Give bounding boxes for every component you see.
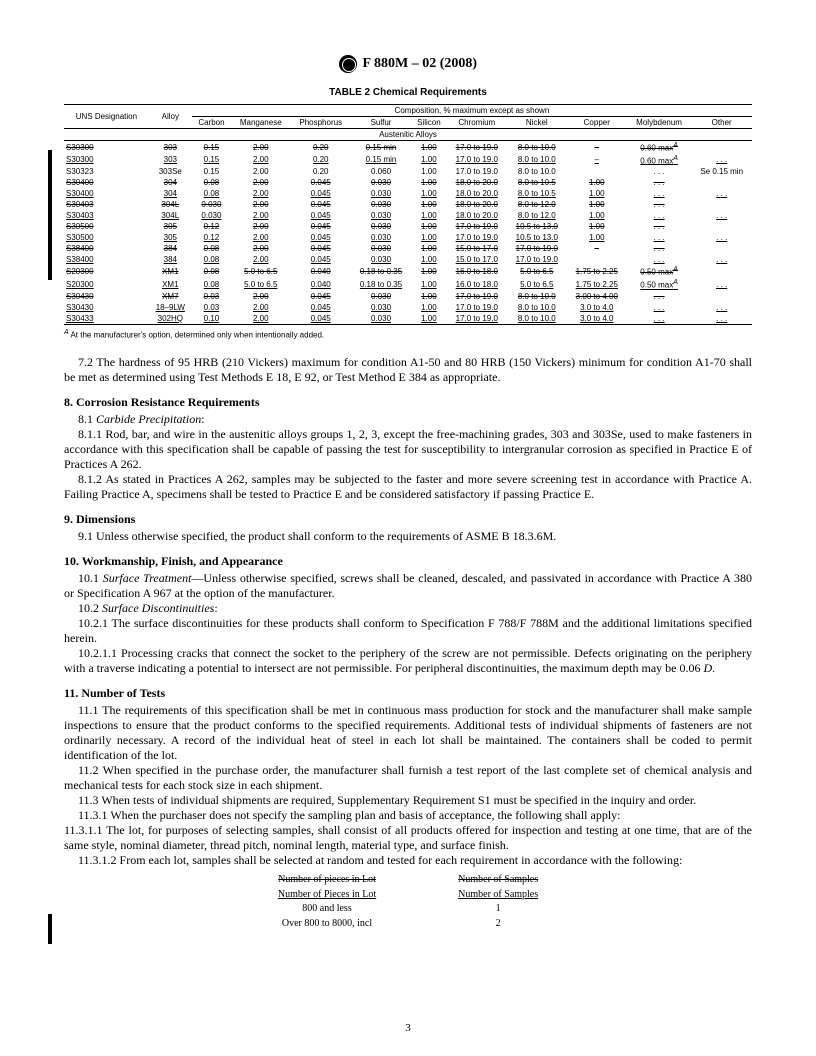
para-7-2: 7.2 The hardness of 95 HRB (210 Vickers)… — [64, 355, 752, 385]
para-10-2-1: 10.2.1 The surface discontinuities for t… — [64, 616, 752, 646]
para-9-1: 9.1 Unless otherwise specified, the prod… — [64, 529, 752, 544]
section-11-title: 11. Number of Tests — [64, 686, 752, 701]
table-footnote: A At the manufacturer's option, determin… — [64, 329, 752, 340]
sampling-table: Number of pieces in LotNumber of Samples… — [236, 872, 580, 932]
para-11-3-1-1: 11.3.1.1 The lot, for purposes of select… — [64, 823, 752, 853]
chemical-requirements-table: UNS Designation Alloy Composition, % max… — [64, 104, 752, 325]
para-8-1: 8.1 Carbide Precipitation: — [64, 412, 752, 427]
para-10-2: 10.2 Surface Discontinuities: — [64, 601, 752, 616]
para-11-3-1: 11.3.1 When the purchaser does not speci… — [64, 808, 752, 823]
para-8-1-1: 8.1.1 Rod, bar, and wire in the austenit… — [64, 427, 752, 472]
para-10-1: 10.1 Surface Treatment—Unless otherwise … — [64, 571, 752, 601]
para-8-1-2: 8.1.2 As stated in Practices A 262, samp… — [64, 472, 752, 502]
section-9-title: 9. Dimensions — [64, 512, 752, 527]
para-11-2: 11.2 When specified in the purchase orde… — [64, 763, 752, 793]
astm-logo — [339, 55, 357, 73]
para-11-3-1-2: 11.3.1.2 From each lot, samples shall be… — [64, 853, 752, 868]
para-10-2-1-1: 10.2.1.1 Processing cracks that connect … — [64, 646, 752, 676]
section-10-title: 10. Workmanship, Finish, and Appearance — [64, 554, 752, 569]
section-8-title: 8. Corrosion Resistance Requirements — [64, 395, 752, 410]
doc-header: F 880M – 02 (2008) — [64, 55, 752, 73]
doc-number: F 880M – 02 (2008) — [362, 56, 477, 71]
page-number: 3 — [0, 1022, 816, 1034]
para-11-3: 11.3 When tests of individual shipments … — [64, 793, 752, 808]
table-title: TABLE 2 Chemical Requirements — [64, 87, 752, 98]
para-11-1: 11.1 The requirements of this specificat… — [64, 703, 752, 763]
